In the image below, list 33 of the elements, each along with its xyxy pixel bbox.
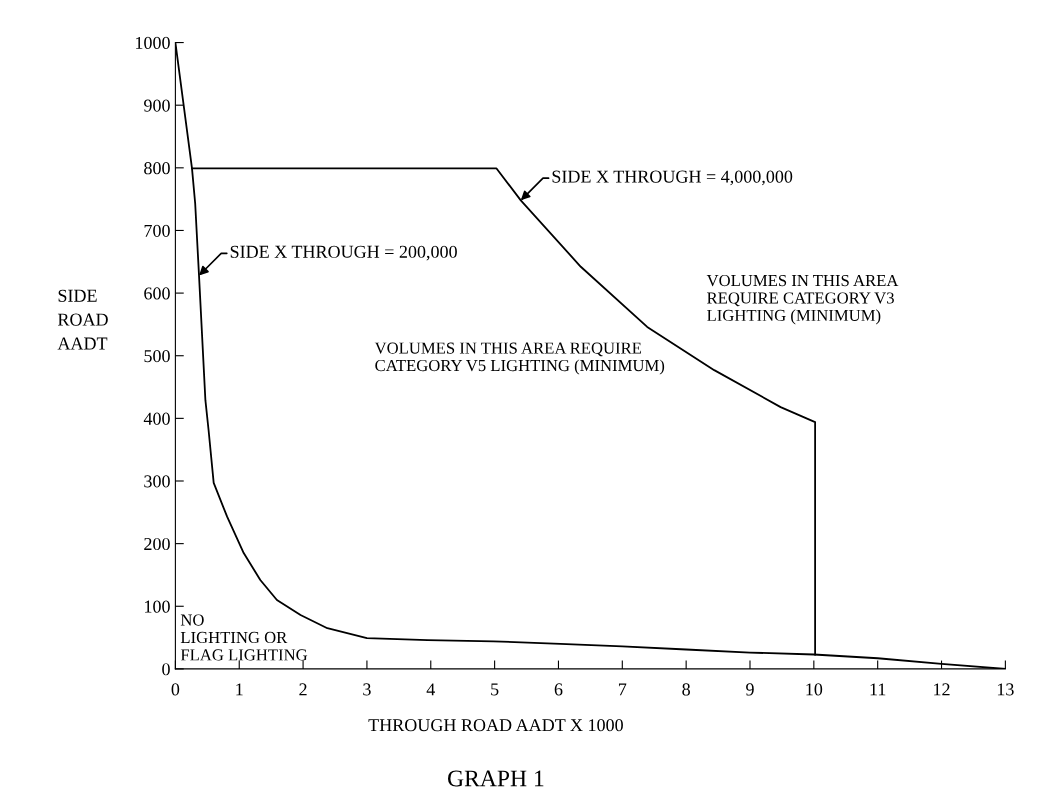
y-tick-label: 800 (144, 162, 170, 175)
x-tick-label: 2 (299, 683, 307, 696)
x-tick-label: 8 (682, 683, 690, 696)
y-tick-label: 600 (144, 287, 170, 300)
x-tick-label: 3 (363, 683, 371, 696)
x-axis-title: THROUGH ROAD AADT X 1000 (368, 719, 623, 732)
x-tick-label: 13 (997, 683, 1014, 696)
y-tick-label: 500 (144, 349, 170, 363)
y-tick-label: 200 (144, 537, 170, 551)
annotation: NO LIGHTING OR FLAG LIGHTING (180, 614, 308, 661)
annotation: VOLUMES IN THIS AREA REQUIRE CATEGORY V3 LIGHTING (MINIMUM) (706, 274, 899, 325)
y-tick-label: 1000 (136, 36, 170, 49)
x-tick-label: 10 (806, 683, 823, 696)
y-tick-label: 900 (144, 99, 170, 112)
y-axis-title: SIDE ROAD AADT (57, 289, 108, 350)
x-tick-label: 12 (934, 683, 950, 696)
y-tick-label: 400 (143, 412, 170, 425)
x-tick-label: 0 (171, 683, 180, 696)
text: GRAPH 1 (448, 770, 544, 787)
x-tick-label: 4 (426, 683, 435, 696)
y-tick-label: 0 (162, 663, 170, 676)
x-tick-label: 1 (236, 683, 243, 696)
annotation: SIDE X THROUGH = 4,000,000 (552, 170, 793, 186)
annotation: VOLUMES IN THIS AREA REQUIRE CATEGORY V5 LIGHTING (MINIMUM) (374, 342, 665, 375)
y-tick-label: 100 (145, 600, 170, 613)
y-tick-label: 700 (144, 224, 170, 237)
x-tick-label: 5 (491, 683, 499, 696)
x-tick-label: 11 (870, 683, 886, 696)
x-tick-label: 6 (554, 683, 563, 696)
y-tick-label: 300 (144, 475, 170, 488)
annotation: SIDE X THROUGH = 200,000 (230, 245, 457, 261)
x-tick-label: 7 (618, 683, 627, 696)
x-tick-label: 9 (746, 683, 754, 696)
